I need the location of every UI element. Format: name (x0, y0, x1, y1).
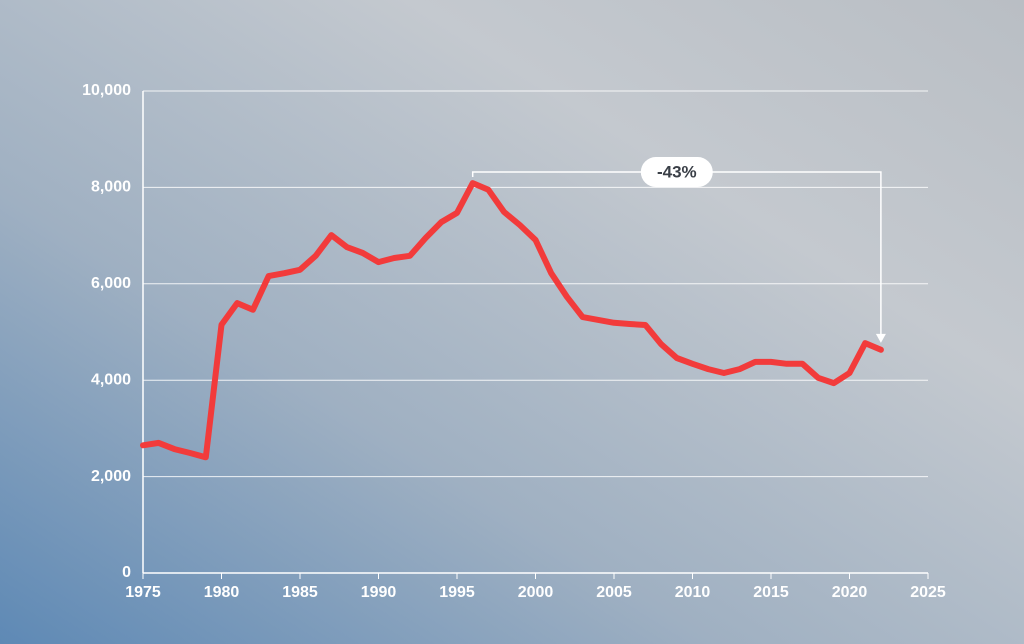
y-tick-label: 0 (122, 564, 131, 581)
y-tick-label: 8,000 (91, 179, 131, 196)
y-tick-label: 6,000 (91, 275, 131, 292)
y-tick-label: 10,000 (82, 82, 131, 99)
x-tick-label: 1985 (282, 584, 318, 601)
data-line (140, 180, 884, 461)
annotation-badge (640, 157, 713, 188)
x-tick-label: 1995 (439, 584, 475, 601)
x-tick-label: 1975 (125, 584, 161, 601)
x-tick-label: 1990 (361, 584, 397, 601)
x-tick-label: 2005 (596, 584, 632, 601)
y-tick-label: 4,000 (91, 371, 131, 388)
annotation-label: -43% (657, 163, 697, 182)
x-tick-label: 2015 (753, 584, 789, 601)
x-tick-label: 1980 (204, 584, 240, 601)
y-tick-label: 2,000 (91, 468, 131, 485)
x-tick-label: 2025 (910, 584, 946, 601)
x-tick-label: 2000 (518, 584, 554, 601)
x-tick-label: 2020 (832, 584, 868, 601)
x-tick-label: 2010 (675, 584, 711, 601)
annotation-arrow (875, 333, 886, 343)
